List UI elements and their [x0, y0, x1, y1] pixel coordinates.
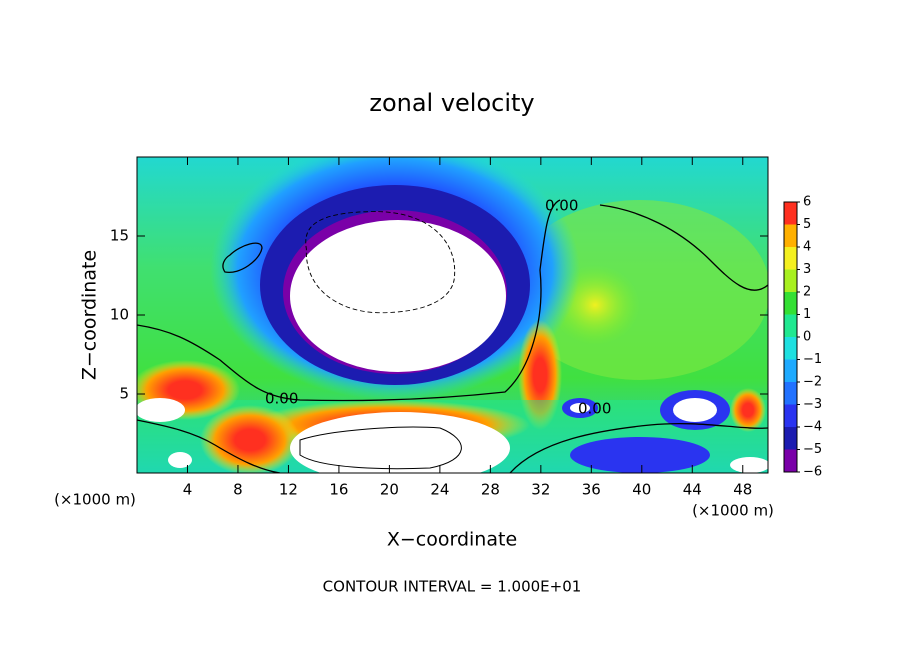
x-unit-label: (×1000 m) [54, 491, 136, 509]
contour-label: 0.00 [578, 400, 611, 418]
x-tick-label: 24 [430, 481, 449, 499]
x-tick-label: 12 [279, 481, 298, 499]
colorbar-label: −4 [803, 420, 822, 435]
x-tick-label: 8 [233, 481, 243, 499]
colorbar-label: 6 [803, 195, 811, 210]
colorbar-label: 2 [803, 285, 811, 300]
colorbar-band [784, 202, 797, 225]
x-tick-label: 32 [531, 481, 550, 499]
footer-note: CONTOUR INTERVAL = 1.000E+01 [323, 578, 582, 596]
colorbar-label: 1 [803, 307, 811, 322]
x-tick-label: 36 [582, 481, 601, 499]
y-tick-label: 5 [119, 385, 129, 403]
colorbar-band [784, 314, 797, 337]
x-tick-label: 16 [329, 481, 348, 499]
colorbar-label: 3 [803, 262, 811, 277]
x-tick-label: 40 [632, 481, 651, 499]
colorbar-band [784, 404, 797, 427]
colorbar-label: −5 [803, 442, 822, 457]
chart-title: zonal velocity [369, 89, 534, 117]
colorbar-band [784, 427, 797, 450]
y-axis-title: Z−coordinate [79, 250, 101, 380]
contour-label: 0.00 [265, 390, 298, 408]
contour-label: 0.00 [545, 197, 578, 215]
x-unit-label: (×1000 m) [692, 502, 774, 520]
colorbar-band [784, 292, 797, 315]
x-tick-label: 20 [380, 481, 399, 499]
colorbar-label: −2 [803, 375, 822, 390]
y-tick-label: 10 [110, 306, 129, 324]
colorbar-band [784, 337, 797, 360]
colorbar-band [784, 247, 797, 270]
x-tick-label: 48 [733, 481, 752, 499]
y-tick-label: 15 [110, 227, 129, 245]
x-tick-label: 4 [183, 481, 193, 499]
colorbar-band [784, 359, 797, 382]
colorbar-label: −1 [803, 352, 822, 367]
colorbar-label: 0 [803, 330, 811, 345]
x-tick-label: 44 [683, 481, 702, 499]
colorbar-label: −3 [803, 397, 822, 412]
field [137, 157, 768, 473]
colorbar-band [784, 449, 797, 472]
colorbar-band [784, 224, 797, 247]
colorbar-band [784, 382, 797, 405]
x-tick-label: 28 [481, 481, 500, 499]
x-axis-title: X−coordinate [387, 529, 517, 551]
colorbar-band [784, 269, 797, 292]
colorbar-label: 4 [803, 240, 811, 255]
colorbar-label: −6 [803, 465, 822, 480]
colorbar-label: 5 [803, 217, 811, 232]
